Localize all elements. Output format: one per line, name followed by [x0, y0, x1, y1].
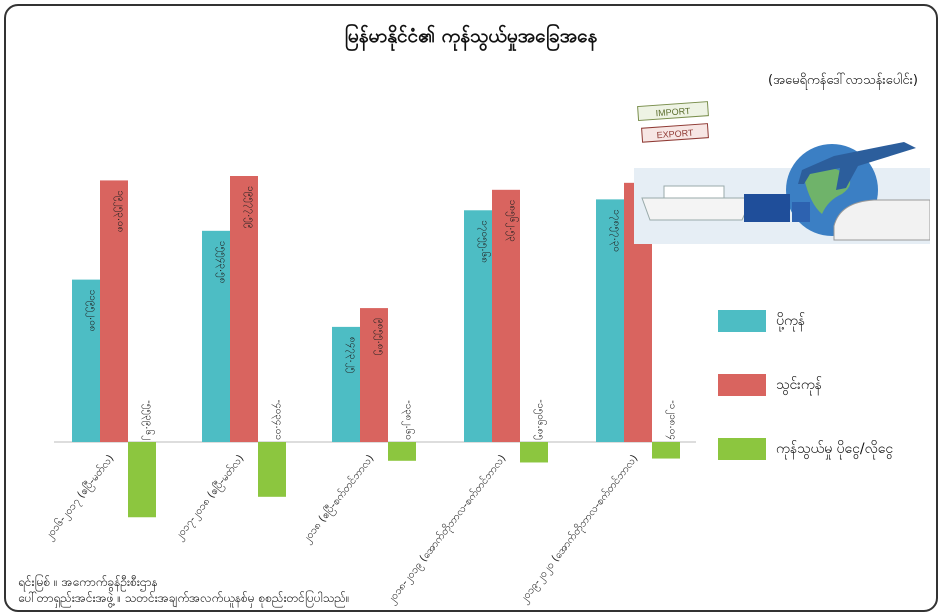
bar-export-3	[464, 210, 492, 442]
bar-deficit-1	[258, 442, 286, 497]
bar-deficit-3	[520, 442, 548, 463]
data-label-export-4: ၁၇၈၅၇.၃၀	[609, 209, 622, 252]
svg-text:EXPORT: EXPORT	[656, 128, 694, 141]
bar-deficit-2	[388, 442, 416, 461]
chart-footer: ရင်းမြစ် ။ အကောက်ခွန်ဦးစီးဌာန ပေါ်တာရှည်…	[18, 574, 350, 606]
data-label-deficit-2: -၁၃၈၂.၆၀	[401, 400, 416, 440]
bar-import-2	[360, 308, 388, 442]
data-label-import-1: ၁၉၅၇၇.၅၉	[243, 186, 256, 229]
chart-frame: မြန်မာနိုင်ငံ၏ ကုန်သွယ်မှုအခြေအနေ (အမေရိ…	[4, 4, 938, 612]
data-label-export-3: ၁၇၀၅၅.၆၈	[477, 220, 492, 263]
chart-title: မြန်မာနိုင်ငံ၏ ကုန်သွယ်မှုအခြေအနေ	[344, 25, 598, 47]
legend-item-import: သွင်းကုန်	[718, 370, 893, 400]
trade-illustration: IMPORT EXPORT	[634, 101, 930, 244]
data-label-import-2: ၉၈၅၅.၈၅	[373, 318, 386, 355]
train-icon	[833, 199, 930, 241]
data-label-deficit-4: -၁၂၁၈.၀၄	[665, 400, 678, 440]
bar-import-0	[100, 180, 128, 443]
import-stamp: IMPORT	[637, 101, 709, 122]
legend-label-import: သွင်းကုန်	[776, 376, 822, 393]
svg-text:IMPORT: IMPORT	[655, 106, 691, 118]
data-label-deficit-0: -၅၅၃၉.၆၂	[141, 400, 156, 440]
source-note: ရင်းမြစ် ။ အကောက်ခွန်ဦးစီးဌာန	[18, 575, 158, 589]
data-label-export-1: ၁၅၅၄၃.၅၈	[215, 241, 228, 284]
category-label-3: ၂၀၁၈-၂၀၁၉ (အောက်တိုဘာလ-စက်တင်ဘာလ)	[384, 452, 510, 607]
legend-swatch-deficit	[718, 438, 766, 460]
bar-deficit-0	[128, 442, 156, 518]
legend-swatch-export	[718, 310, 766, 332]
bar-import-3	[492, 189, 520, 442]
data-label-import-0: ၁၉၂၅၃.၀၈	[113, 190, 126, 232]
legend-swatch-import	[718, 374, 766, 396]
bar-export-1	[202, 230, 230, 442]
compiler-note: ပေါ်တာရှည်းအင်းအဖွဲ့ ။ သတင်းအချက်အလက်ယူန…	[18, 591, 350, 605]
chart-legend: ပို့ကုန် သွင်းကုန် ကုန်သွယ်မှု ပိုငွေ/လိ…	[718, 306, 893, 498]
category-label-4: ၂၀၁၉-၂၀၂၀ (အောက်တိုဘာလ-စက်တင်ဘာလ)	[516, 452, 641, 607]
data-label-export-0: ၁၁၉၅၂.၀၈	[85, 290, 98, 332]
truck-icon	[744, 194, 790, 222]
export-stamp: EXPORT	[641, 123, 709, 143]
legend-label-deficit: ကုန်သွယ်မှု ပိုငွေ/လိုငွေ	[776, 440, 894, 457]
data-label-deficit-3: -၁၅၀၆.၈၅	[533, 399, 548, 440]
bar-export-4	[596, 199, 624, 442]
category-label-2: ၂၀၁၈ (ဧပြီ-စက်တင်ဘာလ)	[299, 451, 378, 546]
bar-export-0	[72, 279, 100, 442]
ship-icon	[641, 197, 753, 221]
bar-deficit-4	[652, 442, 680, 459]
legend-label-export: ပို့ကုန်	[776, 312, 805, 329]
category-label-1: ၂၀၁၇-၂၀၁၈ (ဧပြီ-မတ်လ)	[171, 451, 248, 543]
legend-item-deficit: ကုန်သွယ်မှု ပိုငွေ/လိုငွေ	[718, 434, 893, 464]
data-label-import-3: ၁၈၅၆၂.၅၃	[505, 200, 520, 242]
airplane-icon	[798, 142, 916, 190]
legend-item-export: ပို့ကုန်	[718, 306, 893, 336]
data-label-deficit-1: -၄၀၃၄.၀၁	[271, 399, 284, 440]
category-label-0: ၂၀၁၆-၂၀၁၇ (ဧပြီ-မတ်လ)	[41, 451, 118, 543]
bar-export-2	[332, 326, 360, 442]
bar-import-1	[230, 176, 258, 442]
data-label-export-2: ၈၄၇၃.၂၅	[345, 337, 358, 373]
chart-subtitle: (အမေရိကန်ဒေါ်လာသန်းပေါင်း)	[767, 73, 918, 88]
